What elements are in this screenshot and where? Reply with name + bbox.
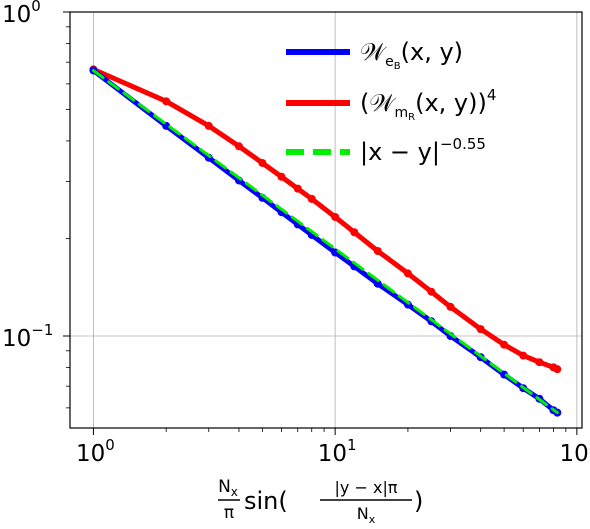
data-point-series-2 — [234, 142, 243, 151]
grid-lines — [70, 11, 582, 428]
data-point-series-2 — [476, 325, 485, 334]
legend-label-series-1: 𝒲eB(x, y) — [360, 38, 463, 72]
data-point-series-2 — [519, 351, 528, 360]
x-label-denominator-pi: π — [224, 503, 234, 523]
data-point-series-2 — [277, 172, 286, 181]
plot-area — [89, 65, 562, 417]
series-line-2 — [90, 66, 560, 372]
data-point-series-2 — [446, 302, 455, 311]
data-point-series-2 — [307, 194, 316, 203]
legend-label-series-2: (𝒲mR(x, y))4 — [360, 86, 496, 123]
x-label-inner-numerator: |y − x|π — [335, 478, 398, 497]
data-point-series-2 — [293, 184, 302, 193]
legend: 𝒲eB(x, y) (𝒲mR(x, y))4 |x − y|−0.55 — [286, 38, 496, 166]
data-point-series-1 — [373, 279, 382, 288]
data-point-series-2 — [331, 212, 340, 221]
data-point-series-2 — [553, 365, 562, 374]
axes-frame — [69, 11, 583, 429]
data-point-series-2 — [204, 121, 213, 130]
data-point-series-2 — [535, 358, 544, 367]
x-label-sin: sin( — [244, 487, 288, 515]
y-tick-label-1: 100 — [2, 0, 41, 28]
x-tick-label-2: 102 — [559, 436, 590, 467]
data-point-series-2 — [162, 97, 171, 106]
x-label-close-paren: ) — [414, 487, 423, 515]
legend-label-series-3: |x − y|−0.55 — [360, 135, 486, 166]
x-label-numerator-Nx: Nx — [218, 477, 238, 499]
data-point-series-2 — [373, 246, 382, 255]
data-point-series-2 — [427, 287, 436, 296]
data-point-series-2 — [258, 158, 267, 167]
data-point-series-2 — [500, 340, 509, 349]
y-tick-label-0: 10−1 — [2, 321, 53, 352]
series-line-3 — [91, 69, 559, 415]
x-tick-label-1: 101 — [318, 436, 357, 467]
data-point-series-2 — [350, 228, 359, 237]
axis-ticks: 100 101 102 10−1 100 — [2, 0, 590, 467]
x-axis-label: Nx π sin( |y − x|π Nx ) — [218, 477, 423, 526]
data-point-series-2 — [403, 269, 412, 278]
x-label-inner-denominator: Nx — [357, 504, 376, 526]
x-tick-label-0: 100 — [76, 436, 115, 467]
